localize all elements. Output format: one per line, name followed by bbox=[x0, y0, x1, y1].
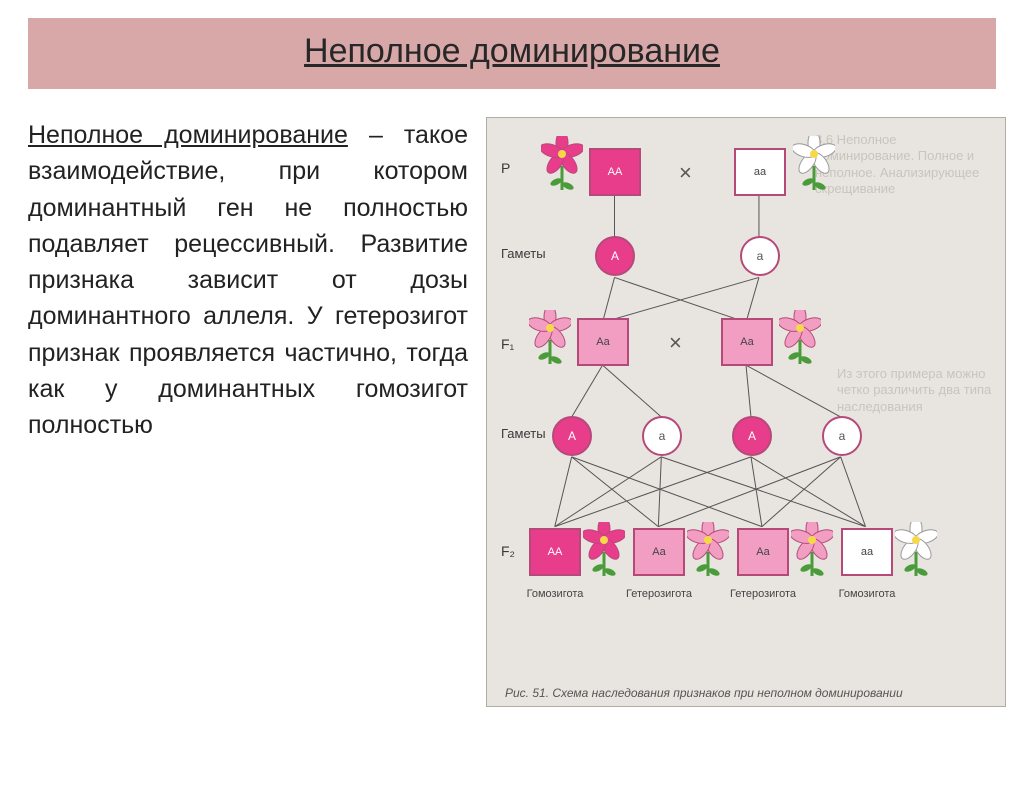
gamete-A-1: А bbox=[595, 236, 635, 276]
figure-caption: Рис. 51. Схема наследования признаков пр… bbox=[505, 686, 997, 700]
content-area: Неполное доминирование – такое взаимодей… bbox=[28, 117, 1006, 707]
f2-box-AA: АА bbox=[529, 528, 581, 576]
term-underlined: Неполное доминирование bbox=[28, 121, 348, 149]
genotype-box-AA: АА bbox=[589, 148, 641, 196]
gamete-a-1: а bbox=[740, 236, 780, 276]
gamete-a-2: а bbox=[642, 416, 682, 456]
definition-paragraph: Неполное доминирование – такое взаимодей… bbox=[28, 117, 468, 707]
label-f1: F₁ bbox=[501, 336, 514, 352]
inheritance-diagram: 3.6 Неполное доминирование. Полное и неп… bbox=[486, 117, 1006, 707]
flower-f2-1 bbox=[583, 522, 625, 578]
cap-hetero-2: Гетерозигота bbox=[729, 588, 797, 600]
label-p: P bbox=[501, 160, 510, 176]
flower-parent-red bbox=[541, 136, 583, 192]
f2-box-aa: аа bbox=[841, 528, 893, 576]
flower-f2-4 bbox=[895, 522, 937, 578]
label-gametes-2: Гаметы bbox=[501, 426, 546, 441]
genotype-box-Aa-1: Аа bbox=[577, 318, 629, 366]
cap-homo-2: Гомозигота bbox=[833, 588, 901, 600]
flower-f1-left bbox=[529, 310, 571, 366]
f2-box-Aa-1: Аа bbox=[633, 528, 685, 576]
bg-text-top: 3.6 Неполное доминирование. Полное и неп… bbox=[815, 132, 995, 197]
cap-homo-1: Гомозигота bbox=[521, 588, 589, 600]
cross-symbol-p: × bbox=[679, 160, 692, 186]
gamete-a-3: а bbox=[822, 416, 862, 456]
genotype-box-Aa-2: Аа bbox=[721, 318, 773, 366]
title-bar: Неполное доминирование bbox=[28, 18, 996, 89]
flower-f1-right bbox=[779, 310, 821, 366]
cross-symbol-f1: × bbox=[669, 330, 682, 356]
f2-box-Aa-2: Аа bbox=[737, 528, 789, 576]
bg-text-mid: Из этого примера можно четко различить д… bbox=[837, 366, 997, 415]
gamete-A-2: А bbox=[552, 416, 592, 456]
label-gametes-1: Гаметы bbox=[501, 246, 546, 261]
flower-f2-3 bbox=[791, 522, 833, 578]
genotype-box-aa: аа bbox=[734, 148, 786, 196]
gamete-A-3: А bbox=[732, 416, 772, 456]
page-title: Неполное доминирование bbox=[304, 32, 720, 70]
cap-hetero-1: Гетерозигота bbox=[625, 588, 693, 600]
flower-f2-2 bbox=[687, 522, 729, 578]
flower-parent-white bbox=[793, 136, 835, 192]
definition-text: – такое взаимодействие, при котором доми… bbox=[28, 121, 468, 439]
label-f2: F₂ bbox=[501, 543, 515, 559]
